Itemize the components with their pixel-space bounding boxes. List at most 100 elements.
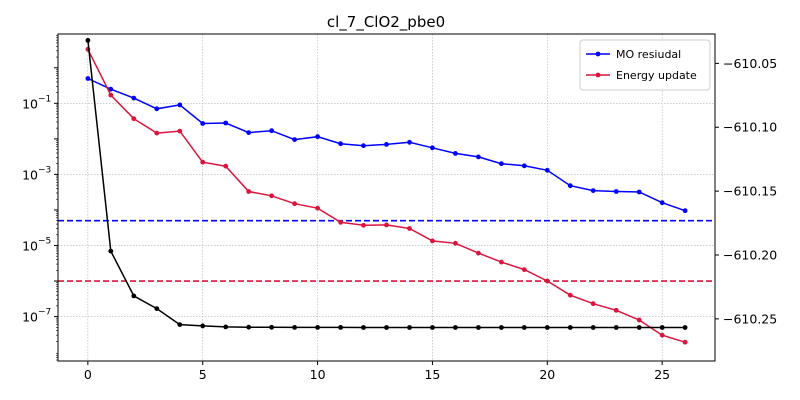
y-left-tick-label: 10	[22, 310, 38, 325]
data-point	[246, 324, 252, 330]
data-point	[476, 250, 481, 256]
data-point	[659, 332, 665, 338]
series-0	[85, 76, 688, 214]
data-point	[407, 226, 412, 231]
data-point	[246, 189, 252, 194]
data-point	[567, 183, 573, 189]
series-lines	[85, 38, 688, 345]
data-point	[154, 106, 160, 112]
legend-label: Energy update	[616, 69, 697, 82]
data-point	[544, 325, 550, 330]
data-point	[682, 339, 688, 345]
x-tick-label: 0	[84, 367, 92, 382]
y-left-tick-exponent: −7	[38, 308, 51, 318]
data-point	[85, 76, 91, 81]
data-point	[453, 151, 458, 156]
data-point	[177, 102, 183, 108]
data-point	[315, 205, 320, 211]
data-point	[453, 240, 458, 246]
data-point	[223, 120, 229, 126]
data-point	[590, 325, 596, 330]
data-point	[384, 325, 389, 330]
y-right-tick-label: −610.05	[723, 56, 777, 71]
data-point	[521, 163, 527, 169]
y-left-tick-label: 10	[22, 167, 38, 182]
data-point	[269, 324, 274, 330]
data-point	[407, 325, 412, 330]
y-right-tick-label: −610.25	[723, 311, 777, 326]
data-point	[567, 292, 573, 298]
data-point	[223, 324, 229, 330]
data-point	[200, 323, 206, 329]
data-point	[269, 193, 274, 199]
data-point	[131, 95, 137, 101]
data-point	[315, 325, 320, 330]
legend-swatch-marker	[595, 51, 601, 57]
data-point	[177, 128, 183, 134]
data-point	[613, 325, 619, 330]
data-point	[361, 143, 366, 149]
y-left-tick-label: 10	[22, 96, 38, 111]
data-point	[269, 128, 274, 134]
legend-label: MO resiudal	[616, 48, 681, 61]
data-point	[636, 189, 642, 195]
data-point	[384, 222, 389, 228]
data-point	[154, 130, 160, 136]
threshold-lines	[58, 219, 715, 282]
data-point	[521, 267, 527, 272]
data-point	[292, 137, 297, 143]
data-point	[682, 208, 688, 214]
legend-swatch-marker	[595, 72, 601, 78]
data-point	[521, 325, 527, 330]
data-point	[292, 201, 297, 207]
y-right-tick-label: −610.15	[723, 184, 777, 199]
data-point	[154, 306, 160, 311]
data-point	[613, 307, 619, 313]
data-point	[682, 325, 688, 330]
data-point	[544, 278, 550, 284]
series-2	[85, 38, 688, 330]
x-tick-label: 25	[654, 367, 670, 382]
data-point	[108, 92, 114, 98]
y-left-tick-exponent: −5	[38, 236, 51, 246]
y-right-tick-label: −610.10	[723, 120, 777, 135]
series-1	[85, 46, 688, 345]
data-point	[338, 325, 343, 330]
data-point	[223, 163, 229, 169]
data-point	[384, 142, 389, 147]
data-point	[292, 325, 297, 330]
data-point	[246, 130, 252, 136]
chart-title: cl_7_ClO2_pbe0	[327, 13, 445, 32]
legend: MO resiudal Energy update	[579, 39, 711, 91]
data-point	[430, 325, 435, 330]
data-point	[659, 200, 665, 206]
data-point	[361, 222, 366, 228]
data-point	[544, 167, 550, 173]
data-point	[108, 248, 114, 254]
series-line	[87, 48, 686, 343]
x-tick-label: 15	[424, 367, 440, 382]
data-point	[590, 188, 596, 194]
data-point	[131, 293, 137, 299]
data-point	[567, 325, 573, 330]
data-point	[590, 301, 596, 307]
data-point	[200, 159, 206, 165]
data-point	[407, 139, 412, 145]
y-right-tick-label: −610.20	[723, 247, 777, 262]
data-point	[315, 134, 320, 140]
legend-box	[579, 39, 711, 91]
data-point	[636, 317, 642, 323]
data-point	[659, 325, 665, 330]
data-point	[453, 325, 458, 330]
x-tick-label: 20	[539, 367, 555, 382]
data-point	[200, 121, 206, 126]
y-left-tick-label: 10	[22, 238, 38, 253]
data-point	[499, 325, 504, 330]
x-tick-label: 5	[199, 367, 207, 382]
data-point	[613, 189, 619, 194]
data-point	[636, 325, 642, 330]
data-point	[177, 322, 183, 327]
y-left-tick-exponent: −3	[38, 165, 51, 175]
